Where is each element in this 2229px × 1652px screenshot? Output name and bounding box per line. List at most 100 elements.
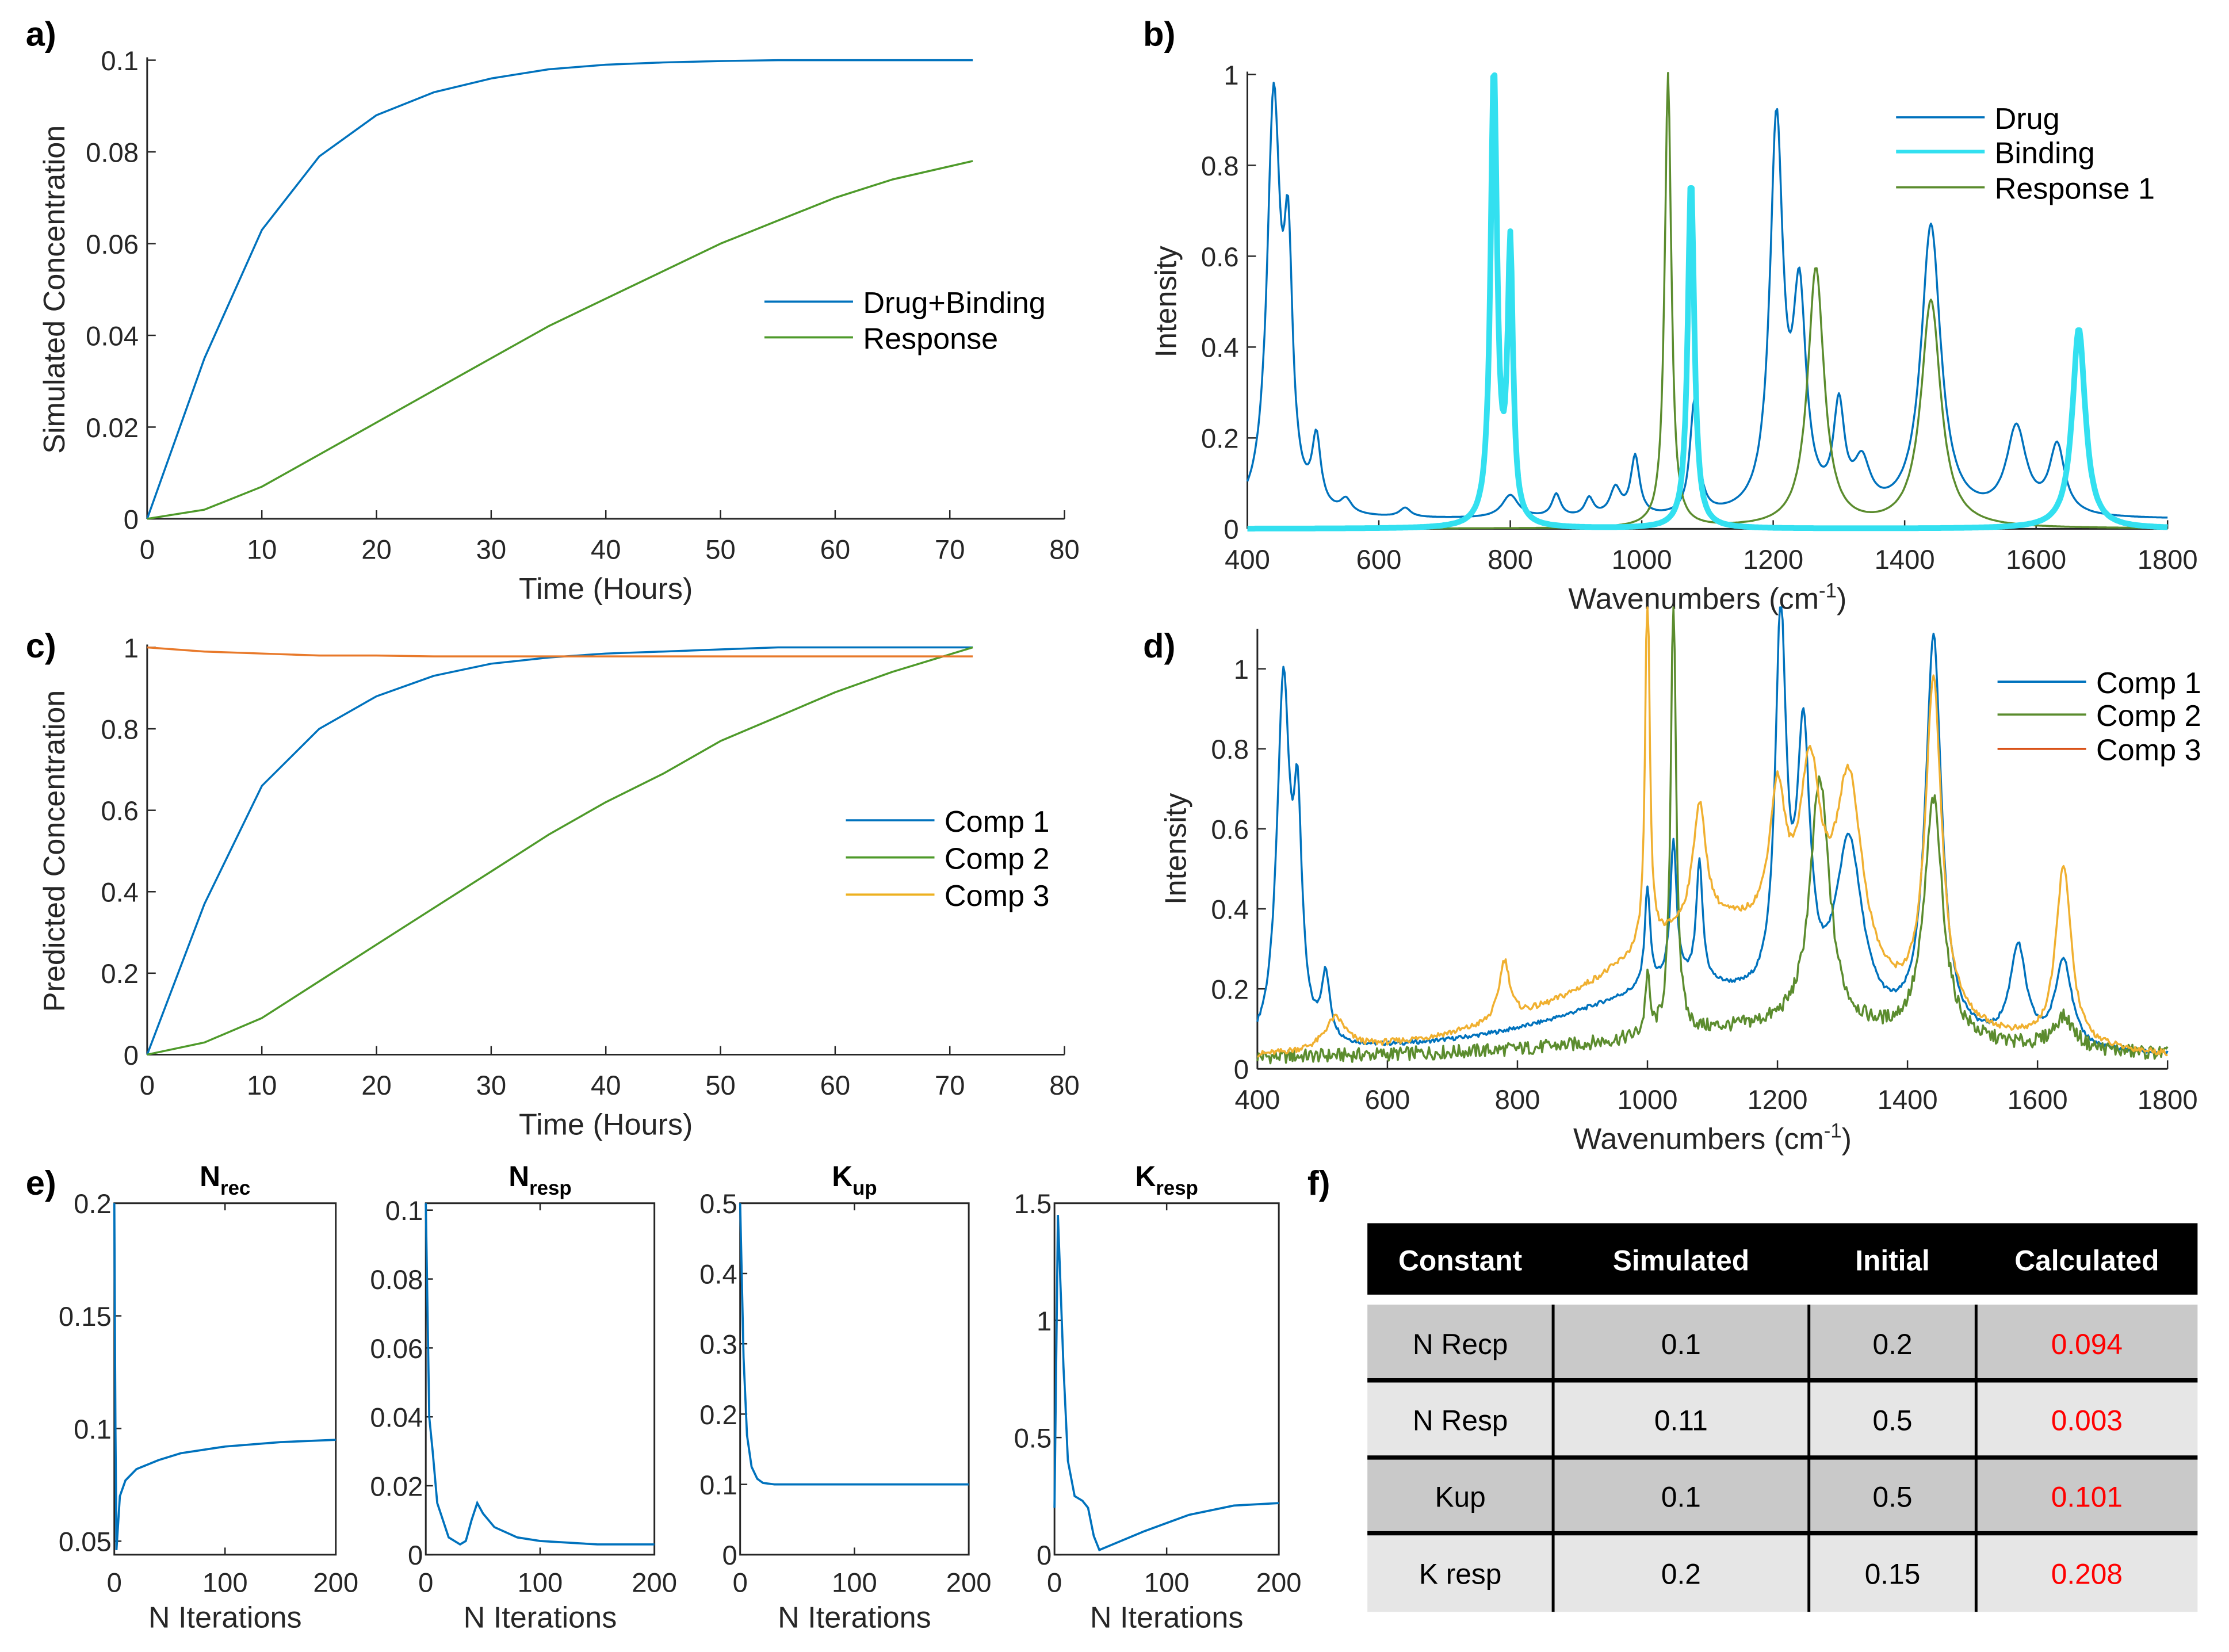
table-cell-calculated: 0.003 xyxy=(2051,1405,2123,1437)
x-tick-label: 600 xyxy=(1356,545,1402,575)
y-tick-label: 0.8 xyxy=(1201,151,1239,182)
subplot-title-main: N xyxy=(200,1160,220,1192)
axes-box xyxy=(113,1202,337,1556)
table-header-cell: Calculated xyxy=(2014,1245,2159,1277)
table-cell-calculated: 0.208 xyxy=(2051,1558,2123,1590)
y-tick-label: 0 xyxy=(1234,1055,1249,1085)
table-cell: 0.5 xyxy=(1873,1481,1913,1513)
x-axis-label-superscript: -1 xyxy=(1819,580,1837,602)
x-tick-label: 0 xyxy=(107,1567,122,1598)
legend-entry: Binding xyxy=(1995,136,2095,170)
legend-entry: Response 1 xyxy=(1995,173,2155,206)
series-line-comp-1 xyxy=(1256,606,2169,1055)
subplot-title: Nrec xyxy=(200,1160,250,1199)
table-cell: 0.1 xyxy=(1661,1328,1701,1360)
y-tick-label: 0.06 xyxy=(86,230,139,260)
y-tick-label: 0.04 xyxy=(370,1403,423,1433)
y-tick-label: 0.4 xyxy=(1211,894,1249,925)
table-header-row xyxy=(1367,1223,2198,1295)
table-row: Kup 0.1 0.5 0.101 xyxy=(1367,1455,2198,1534)
legend-entry: Drug+Binding xyxy=(863,286,1045,320)
x-tick-label: 0 xyxy=(418,1567,433,1598)
table-row-background xyxy=(1367,1380,2198,1458)
subplot-k-up: Kup 0 100 200 0 0.1 0.2 0.3 0.4 0.5 N Iterations xyxy=(699,1160,991,1635)
x-tick-label: 0 xyxy=(140,534,155,565)
x-tick-label: 30 xyxy=(476,534,507,565)
x-tick-label: 30 xyxy=(476,1070,507,1101)
x-tick-label: 60 xyxy=(820,1070,851,1101)
legend-entry: Comp 1 xyxy=(2096,667,2201,700)
subplot-title-main: K xyxy=(1135,1160,1156,1192)
y-tick-label: 1 xyxy=(1037,1306,1052,1337)
x-tick-label: 0 xyxy=(733,1567,748,1598)
series-line-drug-binding xyxy=(146,59,973,519)
series-line xyxy=(739,1203,969,1486)
x-tick-label: 400 xyxy=(1235,1085,1280,1115)
x-axis-label: Wavenumbers (cm-1) xyxy=(1568,580,1846,616)
series-line-comp-1 xyxy=(146,646,973,1056)
y-tick-label: 0.02 xyxy=(370,1471,423,1502)
table-header-cell: Initial xyxy=(1855,1245,1930,1277)
x-tick-label: 1800 xyxy=(2138,545,2198,575)
y-tick-label: 0.02 xyxy=(86,413,139,443)
subplot-title-subscript: rec xyxy=(220,1177,250,1199)
axes-box xyxy=(1053,1202,1280,1556)
x-tick-label: 1200 xyxy=(1743,545,1803,575)
y-tick-label: 1 xyxy=(1224,60,1238,91)
table-cell: 0.15 xyxy=(1865,1558,1921,1590)
y-axis-label: Intensity xyxy=(1149,246,1183,357)
x-tick-label: 70 xyxy=(935,534,965,565)
y-tick-label: 0 xyxy=(722,1540,737,1571)
x-tick-label: 20 xyxy=(361,1070,392,1101)
x-tick-label: 100 xyxy=(202,1567,248,1598)
x-axis-label-tail: ) xyxy=(1842,1122,1852,1156)
x-axis-label: Time (Hours) xyxy=(519,1108,693,1142)
x-tick-label: 70 xyxy=(935,1070,965,1101)
table-cell-calculated: 0.094 xyxy=(2051,1328,2123,1360)
x-axis-label-text: Wavenumbers (cm xyxy=(1568,582,1819,615)
subplot-title-subscript: resp xyxy=(529,1177,571,1199)
x-axis-label: Time (Hours) xyxy=(519,572,693,606)
y-tick-label: 0.5 xyxy=(699,1189,737,1219)
y-tick-label: 0.04 xyxy=(86,321,139,351)
x-tick-label: 50 xyxy=(705,534,736,565)
x-tick-label: 100 xyxy=(832,1567,877,1598)
y-tick-label: 0.1 xyxy=(74,1414,112,1445)
y-tick-label: 0.08 xyxy=(370,1265,423,1295)
table-row-background xyxy=(1367,1305,2198,1381)
y-tick-label: 0.1 xyxy=(101,46,139,77)
subplot-title-main: N xyxy=(508,1160,529,1192)
series-line-binding xyxy=(1245,72,2169,532)
series-line xyxy=(425,1203,655,1546)
y-tick-label: 0.8 xyxy=(1211,735,1249,765)
table-cell: 0.11 xyxy=(1654,1405,1708,1437)
panel-label: b) xyxy=(1143,15,1175,53)
subplot-title: Kresp xyxy=(1135,1160,1198,1199)
y-tick-label: 1 xyxy=(1234,655,1249,685)
y-tick-label: 0.6 xyxy=(1201,242,1239,273)
table-header-cell: Simulated xyxy=(1613,1245,1749,1277)
y-axis-label: Intensity xyxy=(1160,793,1193,905)
subplot-title-subscript: up xyxy=(852,1177,877,1199)
x-tick-label: 1600 xyxy=(2006,545,2066,575)
y-tick-label: 0.2 xyxy=(699,1400,737,1431)
results-table: Constant Simulated Initial Calculated N Recp… xyxy=(1367,1223,2198,1612)
x-axis-label: N Iterations xyxy=(148,1601,302,1635)
y-tick-label: 0.15 xyxy=(59,1302,112,1332)
y-tick-label: 0.2 xyxy=(74,1189,112,1219)
series-line-drug xyxy=(1246,82,2168,519)
y-tick-label: 0.6 xyxy=(1211,814,1249,845)
table-cell: N Resp xyxy=(1413,1405,1508,1437)
y-tick-label: 0.8 xyxy=(101,714,139,745)
y-tick-label: 0 xyxy=(1037,1540,1052,1571)
panel-b: b) 400 600 800 1000 1200 1400 1600 1800 0 0.2 0.4 0.… xyxy=(1143,15,2198,616)
panel-label: d) xyxy=(1143,626,1175,665)
legend-entry: Comp 3 xyxy=(945,879,1050,913)
series-line xyxy=(1053,1215,1279,1552)
x-tick-label: 200 xyxy=(1256,1567,1302,1598)
x-axis-label: Wavenumbers (cm-1) xyxy=(1573,1121,1852,1156)
